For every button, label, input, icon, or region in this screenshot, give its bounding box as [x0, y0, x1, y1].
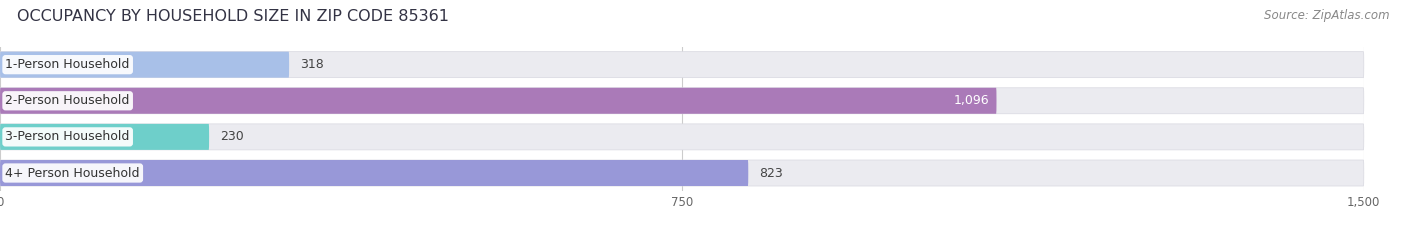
FancyBboxPatch shape: [0, 88, 997, 114]
FancyBboxPatch shape: [0, 124, 1364, 150]
Text: OCCUPANCY BY HOUSEHOLD SIZE IN ZIP CODE 85361: OCCUPANCY BY HOUSEHOLD SIZE IN ZIP CODE …: [17, 9, 449, 24]
Text: 4+ Person Household: 4+ Person Household: [6, 167, 141, 179]
Text: 230: 230: [219, 130, 243, 143]
FancyBboxPatch shape: [0, 160, 748, 186]
Text: 1-Person Household: 1-Person Household: [6, 58, 129, 71]
Text: Source: ZipAtlas.com: Source: ZipAtlas.com: [1264, 9, 1389, 22]
Text: 2-Person Household: 2-Person Household: [6, 94, 129, 107]
FancyBboxPatch shape: [0, 52, 290, 78]
Text: 823: 823: [759, 167, 783, 179]
Text: 318: 318: [299, 58, 323, 71]
FancyBboxPatch shape: [0, 88, 1364, 114]
Text: 1,096: 1,096: [953, 94, 990, 107]
Text: 3-Person Household: 3-Person Household: [6, 130, 129, 143]
FancyBboxPatch shape: [0, 52, 1364, 78]
FancyBboxPatch shape: [0, 160, 1364, 186]
FancyBboxPatch shape: [0, 124, 209, 150]
